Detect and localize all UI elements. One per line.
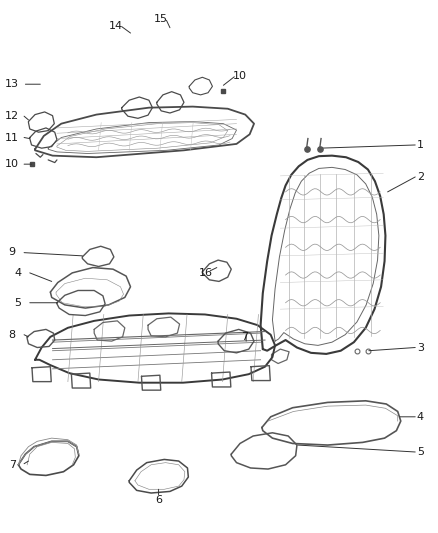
Text: 7: 7	[241, 332, 248, 342]
Text: 1: 1	[417, 140, 424, 150]
Text: 4: 4	[14, 268, 21, 278]
Text: 15: 15	[154, 14, 168, 23]
Text: 5: 5	[14, 298, 21, 308]
Text: 16: 16	[199, 268, 213, 278]
Text: 11: 11	[5, 133, 19, 142]
Text: 2: 2	[417, 172, 424, 182]
Text: 13: 13	[5, 79, 19, 89]
Text: 14: 14	[109, 21, 123, 30]
Text: 9: 9	[9, 247, 16, 256]
Text: 10: 10	[233, 71, 247, 80]
Text: 10: 10	[5, 159, 19, 169]
Text: 12: 12	[5, 111, 19, 121]
Text: 6: 6	[155, 495, 162, 505]
Text: 8: 8	[9, 330, 16, 340]
Text: 3: 3	[417, 343, 424, 352]
Text: 4: 4	[417, 412, 424, 422]
Text: 5: 5	[417, 447, 424, 457]
Text: 7: 7	[9, 460, 16, 470]
